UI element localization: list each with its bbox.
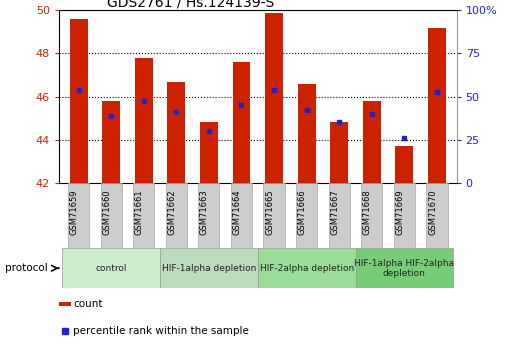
Text: GSM71663: GSM71663	[200, 189, 209, 235]
Bar	[394, 183, 415, 248]
Bar	[265, 12, 283, 183]
Text: percentile rank within the sample: percentile rank within the sample	[73, 326, 249, 336]
Bar	[59, 302, 71, 306]
Bar	[200, 122, 218, 183]
Bar	[330, 122, 348, 183]
Text: HIF-1alpha depletion: HIF-1alpha depletion	[162, 264, 256, 273]
Bar	[231, 183, 252, 248]
Text: GSM71661: GSM71661	[135, 189, 144, 235]
Text: control: control	[95, 264, 127, 273]
Text: GDS2761 / Hs.124139-S: GDS2761 / Hs.124139-S	[107, 0, 274, 9]
Bar	[133, 183, 154, 248]
Bar	[264, 183, 285, 248]
Bar	[232, 62, 250, 183]
Bar	[160, 248, 258, 288]
Text: count: count	[73, 299, 103, 309]
Bar	[329, 183, 350, 248]
Text: protocol: protocol	[5, 263, 48, 273]
Bar	[426, 183, 448, 248]
Bar	[356, 248, 453, 288]
Bar	[62, 248, 160, 288]
Text: GSM71666: GSM71666	[298, 189, 307, 235]
Text: GSM71670: GSM71670	[428, 189, 437, 235]
Bar	[68, 183, 89, 248]
Bar	[101, 183, 122, 248]
Bar	[102, 101, 120, 183]
Text: GSM71668: GSM71668	[363, 189, 372, 235]
Bar	[167, 81, 185, 183]
Text: HIF-1alpha HIF-2alpha
depletion: HIF-1alpha HIF-2alpha depletion	[354, 258, 455, 278]
Text: HIF-2alpha depletion: HIF-2alpha depletion	[260, 264, 354, 273]
Bar	[428, 28, 446, 183]
Bar	[258, 248, 356, 288]
Bar	[70, 19, 88, 183]
Text: GSM71662: GSM71662	[167, 189, 176, 235]
Text: GSM71664: GSM71664	[232, 189, 242, 235]
Text: GSM71667: GSM71667	[330, 189, 339, 235]
Bar	[135, 58, 153, 183]
Bar	[298, 84, 315, 183]
Text: GSM71665: GSM71665	[265, 189, 274, 235]
Text: GSM71660: GSM71660	[102, 189, 111, 235]
Text: GSM71669: GSM71669	[396, 189, 404, 235]
Bar	[361, 183, 382, 248]
Bar	[363, 101, 381, 183]
Bar	[296, 183, 317, 248]
Bar	[199, 183, 220, 248]
Bar	[166, 183, 187, 248]
Bar	[396, 146, 413, 183]
Text: GSM71659: GSM71659	[70, 190, 78, 235]
